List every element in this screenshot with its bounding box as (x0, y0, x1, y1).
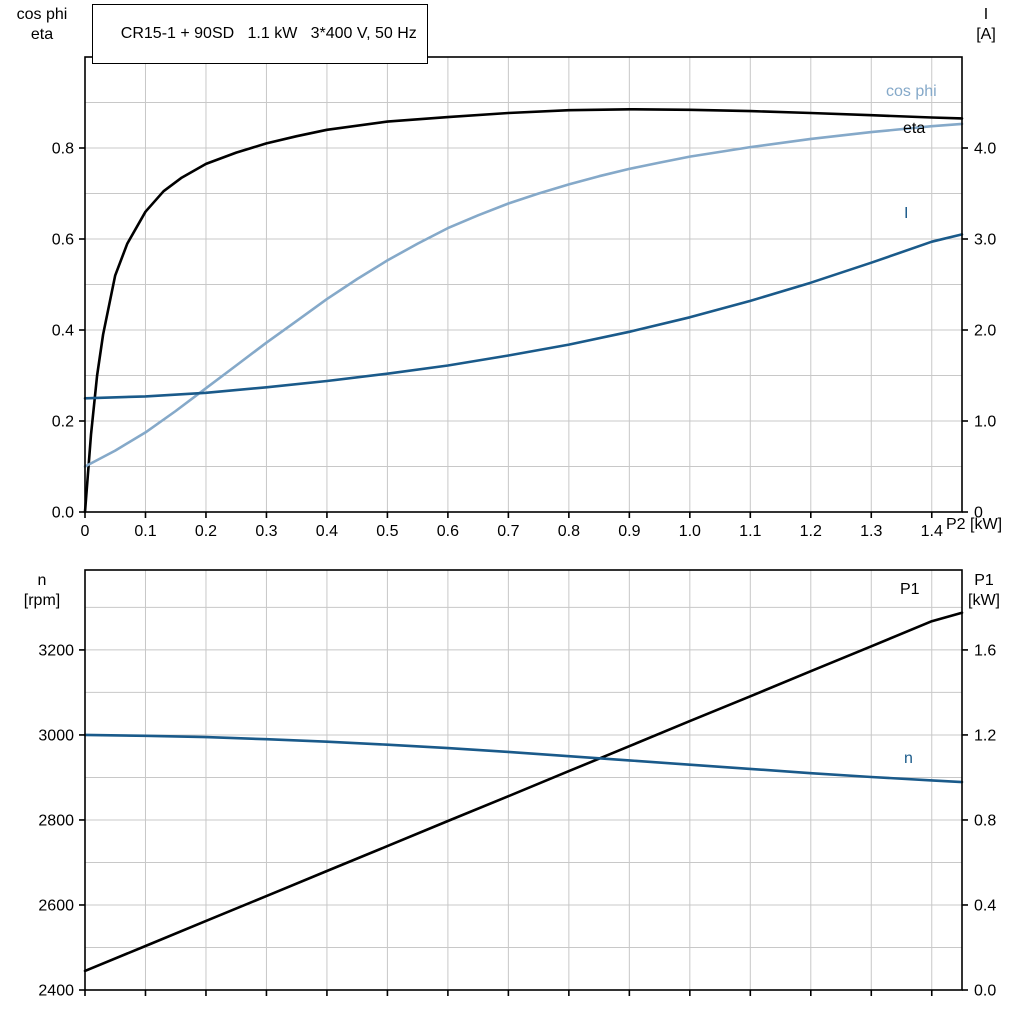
svg-text:3.0: 3.0 (974, 232, 996, 249)
p1-axis-label-line2: [kW] (968, 592, 1000, 609)
svg-text:0.8: 0.8 (974, 812, 996, 829)
rpm-axis-label-line2: [rpm] (23, 592, 61, 609)
svg-text:0.1: 0.1 (134, 523, 156, 540)
curve-label-current: I (904, 205, 909, 222)
bottom-right-axis-label: P1 [kW] (950, 571, 1018, 611)
svg-text:0.4: 0.4 (52, 323, 74, 340)
svg-text:0.9: 0.9 (618, 523, 640, 540)
svg-text:4.0: 4.0 (974, 141, 996, 158)
svg-text:1.2: 1.2 (974, 727, 996, 744)
top-right-axis-label: I [A] (954, 5, 1018, 45)
svg-text:1.0: 1.0 (679, 523, 701, 540)
bottom-left-axis-label: n [rpm] (4, 571, 80, 611)
svg-text:3000: 3000 (38, 727, 74, 744)
svg-text:2.0: 2.0 (974, 323, 996, 340)
top-left-axis-label: cos phi eta (4, 5, 80, 45)
rpm-axis-label-line1: n (37, 572, 47, 589)
svg-text:1.2: 1.2 (800, 523, 822, 540)
left-axis-label-line2: eta (30, 26, 54, 43)
svg-text:0.4: 0.4 (316, 523, 338, 540)
svg-text:2800: 2800 (38, 812, 74, 829)
svg-text:0.8: 0.8 (558, 523, 580, 540)
svg-text:1.6: 1.6 (974, 642, 996, 659)
svg-text:1.3: 1.3 (860, 523, 882, 540)
svg-text:0.5: 0.5 (376, 523, 398, 540)
svg-text:0: 0 (974, 505, 983, 522)
svg-text:0.6: 0.6 (52, 232, 74, 249)
svg-text:2400: 2400 (38, 983, 74, 1000)
curve-label-eta: eta (903, 120, 926, 137)
svg-text:1.4: 1.4 (921, 523, 943, 540)
svg-text:0.8: 0.8 (52, 141, 74, 158)
chart-title: CR15-1 + 90SD 1.1 kW 3*400 V, 50 Hz (120, 25, 417, 42)
curve-label-p1: P1 (900, 581, 920, 598)
chart-title-box: CR15-1 + 90SD 1.1 kW 3*400 V, 50 Hz (92, 4, 428, 64)
svg-text:3200: 3200 (38, 642, 74, 659)
svg-text:1.1: 1.1 (739, 523, 761, 540)
svg-text:1.0: 1.0 (974, 414, 996, 431)
curve-label-cos-phi: cos phi (886, 83, 937, 100)
svg-text:2600: 2600 (38, 897, 74, 914)
svg-text:0.0: 0.0 (974, 983, 996, 1000)
svg-text:0.0: 0.0 (52, 505, 74, 522)
right-axis-label-line1: I (983, 6, 989, 23)
svg-text:0.3: 0.3 (255, 523, 277, 540)
svg-text:0: 0 (81, 523, 90, 540)
svg-text:0.2: 0.2 (195, 523, 217, 540)
svg-text:0.2: 0.2 (52, 414, 74, 431)
right-axis-label-line2: [A] (976, 26, 996, 43)
left-axis-label-line1: cos phi (16, 6, 68, 23)
x-axis-label-p2: P2 [kW] (946, 516, 1003, 533)
svg-text:0.6: 0.6 (437, 523, 459, 540)
svg-text:0.4: 0.4 (974, 897, 996, 914)
p1-axis-label-line1: P1 (974, 572, 994, 589)
svg-text:0.7: 0.7 (497, 523, 519, 540)
curve-label-n: n (904, 750, 913, 767)
